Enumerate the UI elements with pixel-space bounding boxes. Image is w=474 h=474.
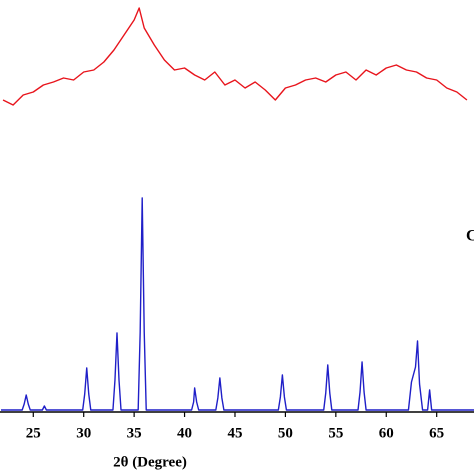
x-tick-label: 50	[278, 425, 293, 441]
annotation: C	[466, 228, 474, 245]
data-line	[2, 7, 468, 106]
x-tick-label: 25	[26, 425, 41, 441]
data-line	[1, 197, 474, 411]
x-tick-label: 45	[227, 425, 242, 441]
x-tick-label: 65	[429, 425, 444, 441]
x-tick-label: 35	[127, 425, 142, 441]
x-tick-label: 30	[76, 425, 91, 441]
x-axis-label: 2θ (Degree)	[113, 454, 187, 470]
x-tick-label: 55	[328, 425, 343, 441]
x-tick-label: 40	[177, 425, 192, 441]
x-tick-label: 60	[379, 425, 394, 441]
